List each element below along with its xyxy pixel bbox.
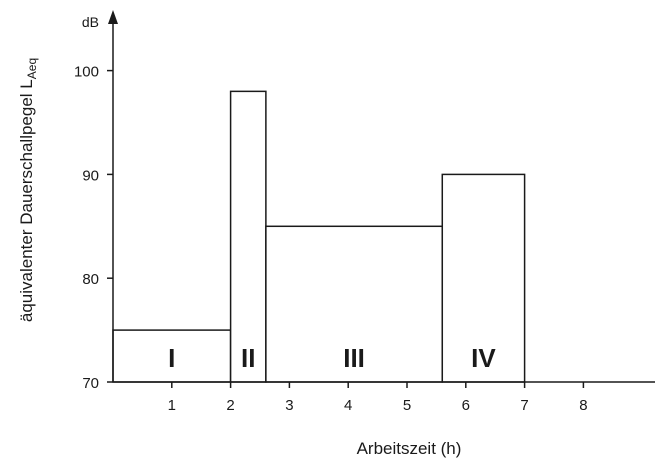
x-tick-label-4: 4 <box>344 397 352 414</box>
x-ticks-group: 1 2 3 4 5 6 7 8 <box>168 382 588 414</box>
bar-IV <box>441 173 526 383</box>
y-ticks-group: 70 80 90 100 <box>74 64 113 392</box>
bar-II <box>229 90 267 383</box>
y-axis-title: äquivalenter Dauerschallpegel LAeq <box>17 58 39 322</box>
bar-I <box>112 329 232 383</box>
x-tick-label-2: 2 <box>226 397 234 414</box>
segment-labels-group: I II III IV <box>168 343 496 373</box>
segment-label-II: II <box>241 343 255 373</box>
x-tick-label-1: 1 <box>168 397 176 414</box>
x-axis-title: Arbeitszeit (h) <box>357 439 462 458</box>
y-axis-title-main: äquivalenter Dauerschallpegel L <box>17 79 36 322</box>
segment-label-IV: IV <box>471 343 496 373</box>
segment-label-III: III <box>343 343 365 373</box>
x-tick-label-5: 5 <box>403 397 411 414</box>
x-tick-label-6: 6 <box>462 397 470 414</box>
y-tick-label-80: 80 <box>82 271 99 288</box>
x-tick-label-8: 8 <box>579 397 587 414</box>
x-tick-label-3: 3 <box>285 397 293 414</box>
segment-label-I: I <box>168 343 175 373</box>
y-axis-arrow <box>108 10 118 24</box>
y-tick-label-100: 100 <box>74 64 99 81</box>
y-tick-label-90: 90 <box>82 167 99 184</box>
x-tick-label-7: 7 <box>520 397 528 414</box>
bar-III <box>265 225 444 383</box>
y-tick-label-70: 70 <box>82 375 99 392</box>
bars-group <box>112 90 526 383</box>
y-unit-label: dB <box>82 14 99 30</box>
y-axis-title-subscript: Aeq <box>25 58 39 79</box>
